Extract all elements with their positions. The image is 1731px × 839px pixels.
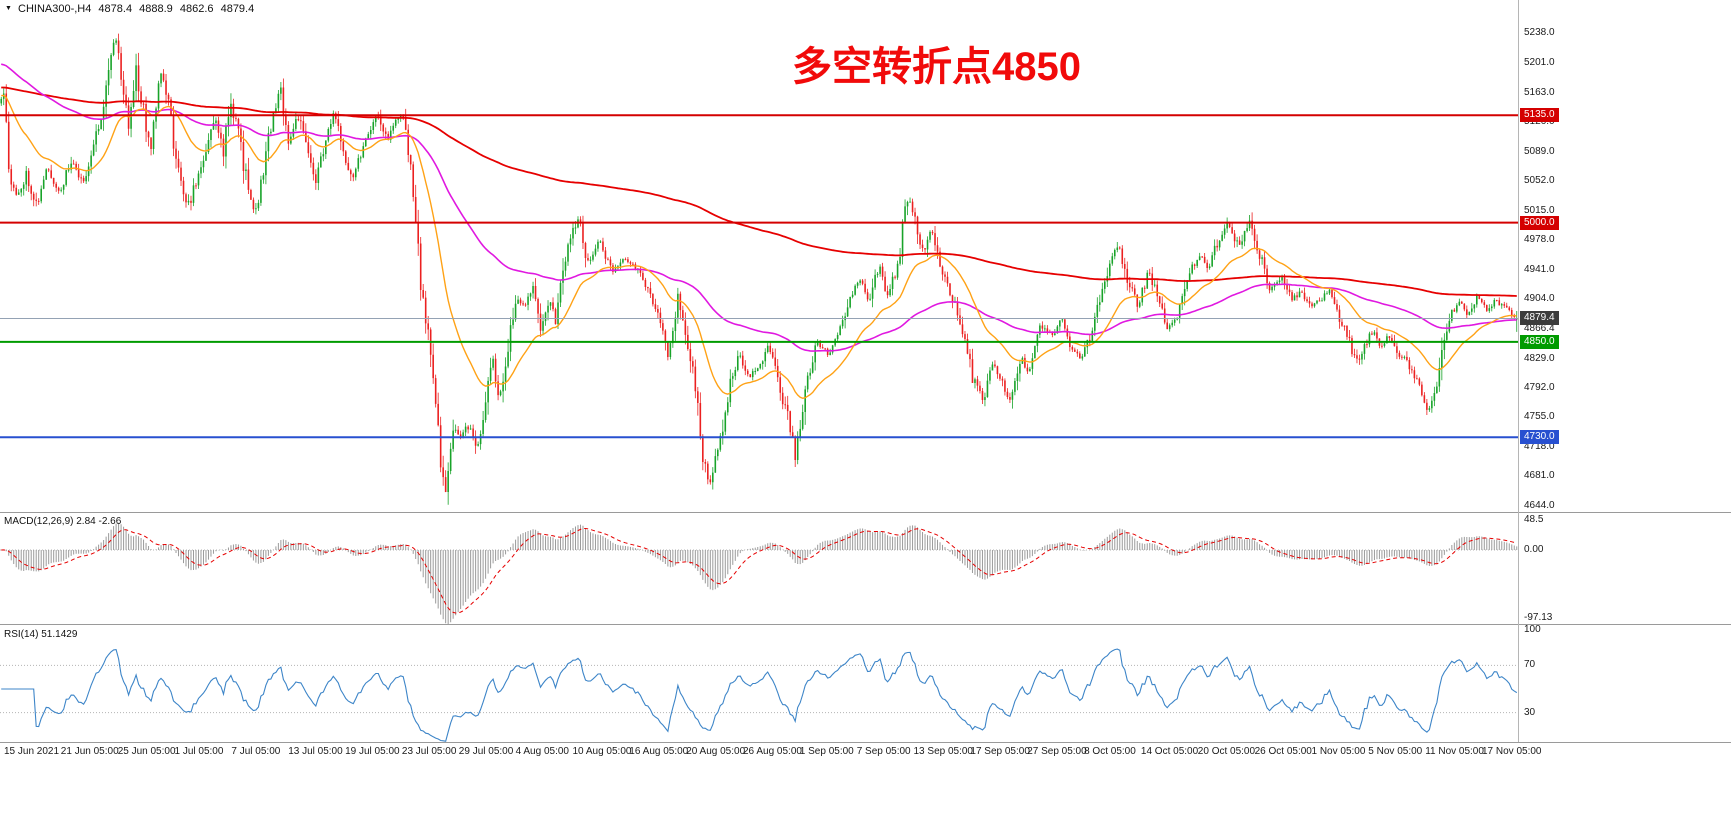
time-axis-label: 7 Jul 05:00: [231, 746, 281, 757]
time-axis-label: 17 Sep 05:00: [970, 746, 1030, 757]
price-axis-tick: 5238.0: [1524, 27, 1555, 39]
current-price-badge: 4879.4: [1520, 311, 1559, 326]
time-axis-label: 21 Jun 05:00: [60, 746, 119, 757]
panel-separator-main-macd[interactable]: [0, 512, 1731, 513]
price-axis-tick: 5163.0: [1524, 87, 1555, 99]
price-axis-tick: 5052.0: [1524, 175, 1555, 187]
time-axis-label: 1 Jul 05:00: [174, 746, 224, 757]
time-axis-label: 17 Nov 05:00: [1482, 746, 1542, 757]
time-axis-label: 1 Sep 05:00: [799, 746, 854, 757]
price-axis-tick: 4941.0: [1524, 263, 1555, 275]
price-axis-tick: 4904.0: [1524, 292, 1555, 304]
time-axis-label: 8 Oct 05:00: [1084, 746, 1136, 757]
symbol-name: CHINA300-,H4: [18, 3, 92, 15]
quote-open: 4878.4: [98, 3, 133, 15]
time-axis-label: 7 Sep 05:00: [856, 746, 911, 757]
time-axis-label: 10 Aug 05:00: [572, 746, 632, 757]
macd-panel[interactable]: [0, 513, 1518, 624]
time-axis-label: 29 Jul 05:00: [458, 746, 514, 757]
time-axis-label: 13 Sep 05:00: [913, 746, 974, 757]
macd-axis-label: 0.00: [1524, 543, 1544, 555]
quote-low: 4862.6: [179, 3, 214, 15]
time-axis-label: 14 Oct 05:00: [1140, 746, 1199, 757]
time-axis-label: 25 Jun 05:00: [117, 746, 176, 757]
price-axis-tick: 4644.0: [1524, 499, 1555, 511]
price-axis-tick: 4681.0: [1524, 470, 1555, 482]
time-axis-label: 20 Aug 05:00: [686, 746, 746, 757]
price-axis-tick: 4829.0: [1524, 352, 1555, 364]
rsi-line: [1, 648, 1518, 742]
symbol-marker-icon: ▼: [5, 5, 12, 12]
macd-histogram: [3, 522, 1518, 624]
time-axis-label: 15 Jun 2021: [4, 746, 60, 757]
time-scale[interactable]: 15 Jun 2021 21 Jun 05:00 25 Jun 05:00 1 Jul…: [0, 743, 1731, 763]
price-axis-tick: 5015.0: [1524, 204, 1555, 216]
time-axis-label: 26 Oct 05:00: [1254, 746, 1312, 757]
candlestick-chart[interactable]: [0, 0, 1518, 512]
macd-indicator-title: MACD(12,26,9) 2.84 -2.66: [4, 516, 122, 527]
rsi-axis-label: 70: [1524, 659, 1536, 671]
macd-signal-line: [1, 527, 1517, 614]
macd-axis-label: 48.5: [1524, 514, 1544, 525]
level-price-badge-5135.0[interactable]: 5135.0: [1520, 108, 1559, 123]
price-axis-tick: 5201.0: [1524, 56, 1555, 68]
symbol-info: ▼ CHINA300-,H4 4878.4 4888.9 4862.6 4879…: [5, 3, 258, 15]
rsi-indicator-title: RSI(14) 51.1429: [4, 629, 78, 640]
time-axis-label: 27 Sep 05:00: [1027, 746, 1087, 757]
level-price-badge-4730.0[interactable]: 4730.0: [1520, 430, 1559, 445]
time-axis-label: 5 Nov 05:00: [1368, 746, 1423, 757]
price-axis-tick: 5089.0: [1524, 145, 1555, 157]
time-axis-label: 20 Oct 05:00: [1197, 746, 1256, 757]
time-axis-label: 19 Jul 05:00: [345, 746, 400, 757]
price-axis-tick: 4866.4: [1524, 322, 1555, 334]
quote-close: 4879.4: [220, 3, 255, 15]
price-axis-tick: 4718.0: [1524, 440, 1555, 452]
rsi-axis-label: 100: [1524, 624, 1541, 635]
time-axis-label: 23 Jul 05:00: [401, 746, 457, 757]
level-price-badge-5000.0[interactable]: 5000.0: [1520, 215, 1559, 230]
time-axis-label: 11 Nov 05:00: [1425, 746, 1484, 757]
level-price-badge-4850.0[interactable]: 4850.0: [1520, 334, 1559, 349]
panel-separator-macd-rsi[interactable]: [0, 624, 1731, 625]
rsi-panel[interactable]: [0, 625, 1518, 742]
time-axis-label: 26 Aug 05:00: [743, 746, 802, 757]
macd-axis-label: -97.13: [1524, 612, 1553, 623]
time-axis-label: 13 Jul 05:00: [288, 746, 343, 757]
time-axis-label: 1 Nov 05:00: [1311, 746, 1366, 757]
ma-mid-magenta: [1, 63, 1517, 352]
time-axis-label: 4 Aug 05:00: [515, 746, 569, 757]
panel-separator-time-axis[interactable]: [0, 742, 1731, 743]
chart-annotation-text[interactable]: 多空转折点4850: [792, 45, 1081, 89]
price-axis-tick: 4978.0: [1524, 234, 1555, 246]
price-scale[interactable]: 5238.05201.05163.05126.05089.05052.05015…: [1518, 0, 1731, 742]
ma-fast-orange: [1, 94, 1517, 400]
quote-high: 4888.9: [139, 3, 173, 15]
rsi-axis-label: 30: [1524, 706, 1536, 718]
time-axis-label: 16 Aug 05:00: [629, 746, 689, 757]
price-axis-tick: 4755.0: [1524, 411, 1555, 423]
down-candle-wicks: [5, 33, 1515, 493]
price-scale-border: [1518, 0, 1519, 742]
ma-slow-red: [1, 86, 1517, 297]
price-axis-tick: 4792.0: [1524, 381, 1555, 393]
